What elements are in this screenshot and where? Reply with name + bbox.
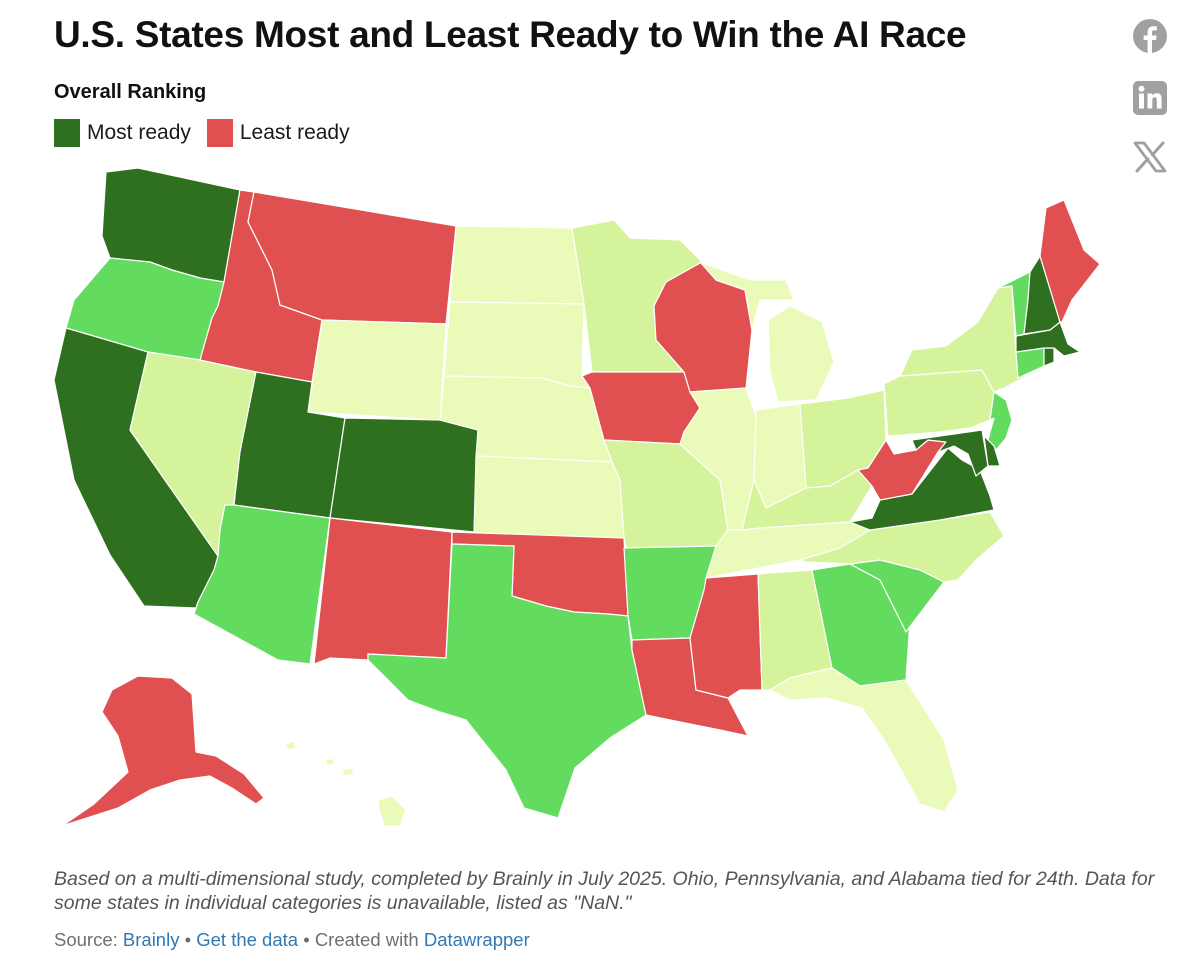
state-wyoming[interactable] [307,319,447,421]
state-mississippi[interactable] [689,573,763,699]
state-colorado[interactable] [329,417,479,533]
legend-swatch-most [54,119,80,147]
footnote: Based on a multi-dimensional study, comp… [54,868,1155,914]
state-new-mexico[interactable] [313,517,453,665]
state-alaska[interactable] [61,675,265,827]
state-texas[interactable] [367,543,647,819]
created-with-text: • Created with [298,929,424,950]
facebook-icon[interactable] [1132,18,1168,54]
source-prefix: Source: [54,929,123,950]
state-pennsylvania[interactable] [883,369,995,437]
legend-label-least: Least ready [239,121,350,144]
legend-swatch-least [206,119,233,147]
us-choropleth-map [53,167,1101,827]
state-hawaii[interactable] [285,740,407,827]
map-subtitle: Overall Ranking [54,81,207,103]
state-arizona[interactable] [193,504,331,665]
linkedin-icon[interactable] [1132,80,1168,116]
source-line: Source: Brainly • Get the data • Created… [54,929,530,951]
state-maine[interactable] [1039,199,1101,323]
state-kansas[interactable] [473,455,625,539]
state-maryland[interactable] [911,429,989,477]
datawrapper-link[interactable]: Datawrapper [423,929,530,950]
state-new-jersey[interactable] [987,391,1013,451]
legend: Most ready Least ready [54,119,366,147]
legend-item-most: Most ready [54,119,191,147]
source-separator: • [179,929,197,950]
source-link-brainly[interactable]: Brainly [122,929,180,950]
get-the-data-link[interactable]: Get the data [196,929,299,950]
state-michigan[interactable] [699,261,835,403]
state-virginia[interactable] [849,447,995,531]
state-rhode-island[interactable] [1043,347,1055,367]
state-north-dakota[interactable] [449,225,585,305]
page-title: U.S. States Most and Least Ready to Win … [54,14,967,55]
legend-label-most: Most ready [87,121,191,144]
state-south-dakota[interactable] [443,301,591,389]
state-florida[interactable] [769,667,959,813]
x-icon[interactable] [1132,139,1168,175]
legend-item-least: Least ready [206,119,350,147]
